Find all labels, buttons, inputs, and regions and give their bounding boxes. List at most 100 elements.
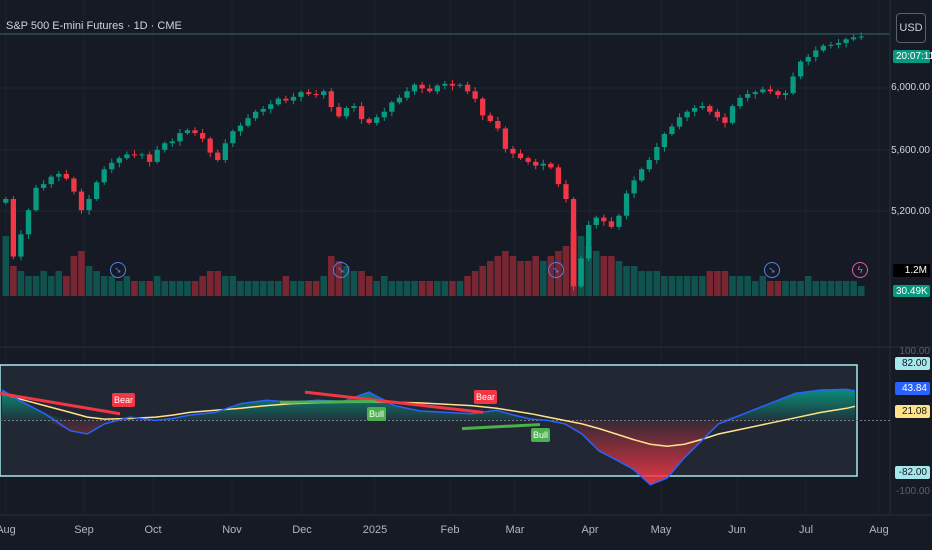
candle-body (843, 39, 849, 43)
candle-body (464, 84, 471, 92)
candle-body (419, 84, 425, 89)
volume-bar (32, 276, 40, 296)
candle-body (517, 153, 524, 159)
volume-ma-tag: 30.49K (893, 285, 930, 297)
volume-bar (153, 276, 161, 296)
bear-divergence-line (304, 390, 484, 414)
candle-body (442, 83, 448, 86)
volume-bar (93, 271, 100, 296)
candle-body (502, 128, 509, 149)
lightning-icon[interactable]: ϟ (852, 262, 868, 278)
candle-body (343, 108, 350, 117)
candle-body (745, 94, 751, 98)
volume-bar (320, 276, 328, 296)
candle-body (646, 160, 652, 170)
osc-upper-level-tag: 82.00 (895, 357, 930, 370)
volume-bar (524, 261, 532, 296)
candle-body (116, 158, 122, 163)
candle-body (623, 193, 630, 216)
candle-body (835, 43, 842, 45)
volume-bar (206, 271, 214, 296)
candle-body (48, 176, 54, 185)
volume-bar (381, 276, 388, 296)
volume-bar (456, 281, 464, 296)
candle-body (321, 91, 327, 95)
volume-bar (350, 271, 358, 296)
candle-body (78, 191, 85, 211)
volume-bar (797, 281, 804, 296)
volume-bar (668, 276, 676, 296)
volume-bar (259, 281, 267, 296)
volume-bar (721, 271, 729, 296)
candle-body (525, 158, 531, 162)
candle-body (411, 84, 418, 92)
volume-bar (184, 281, 191, 296)
candle-body (101, 169, 107, 183)
candle-body (139, 154, 145, 156)
candle-body (722, 117, 728, 123)
currency-button[interactable]: USD (896, 13, 926, 43)
volume-bar (759, 276, 767, 296)
volume-bar (229, 276, 237, 296)
bear-divergence-label: Bear (474, 390, 498, 404)
last-price-countdown: 20:07:11 (893, 50, 932, 63)
volume-bar (486, 261, 494, 296)
candle-body (260, 108, 266, 112)
volume-bar (494, 256, 502, 296)
candle-body (298, 92, 304, 97)
volume-bar (729, 276, 736, 296)
volume-bar (290, 281, 297, 296)
candle-body (729, 106, 736, 123)
candle-body (268, 104, 274, 109)
earnings-marker-icon[interactable]: ➘ (764, 262, 780, 278)
candle-body (40, 184, 47, 188)
volume-bar (63, 276, 70, 296)
volume-bar (608, 256, 615, 296)
candle-body (56, 173, 62, 177)
x-tick-label: Dec (292, 524, 312, 536)
earnings-marker-icon[interactable]: ➘ (548, 262, 564, 278)
volume-bar (789, 281, 797, 296)
candle-body (109, 162, 115, 170)
candle-body (548, 163, 554, 168)
volume-bar (282, 276, 290, 296)
volume-bar (365, 276, 373, 296)
candle-body (207, 138, 213, 153)
bear-divergence-label: Bear (112, 393, 136, 407)
volume-bar (623, 266, 630, 296)
volume-bar (638, 271, 645, 296)
volume-bar (774, 281, 782, 296)
volume-bar (850, 281, 857, 296)
volume-bar (176, 281, 184, 296)
signal-line (1, 392, 856, 447)
candle-body (850, 37, 857, 40)
candle-body (616, 215, 622, 227)
earnings-marker-icon[interactable]: ➘ (333, 262, 349, 278)
volume-bar (577, 236, 585, 296)
volume-bar (146, 281, 153, 296)
candle-body (366, 119, 372, 123)
x-tick-label: Mar (505, 524, 525, 536)
volume-bar (108, 276, 116, 296)
volume-bar (736, 276, 744, 296)
x-tick-label: Jul (798, 524, 814, 536)
volume-bar (25, 276, 32, 296)
volume-bar (388, 281, 396, 296)
volume-bar (600, 256, 608, 296)
volume-bar (343, 266, 350, 296)
osc-upper-bound: 100.00 (899, 346, 930, 357)
candle-body (93, 182, 100, 199)
osc-lower-level-tag: -82.00 (895, 466, 930, 479)
volume-bar (312, 281, 320, 296)
candle-body (25, 210, 32, 235)
earnings-marker-icon[interactable]: ➘ (110, 262, 126, 278)
candle-body (654, 147, 660, 160)
volume-bar (297, 281, 305, 296)
volume-bar (434, 281, 441, 296)
volume-bar (502, 251, 509, 296)
candle-body (639, 169, 645, 181)
candle-body (487, 115, 493, 121)
x-tick-label: Jun (728, 524, 746, 536)
candle-body (631, 180, 637, 194)
volume-bar (47, 276, 55, 296)
